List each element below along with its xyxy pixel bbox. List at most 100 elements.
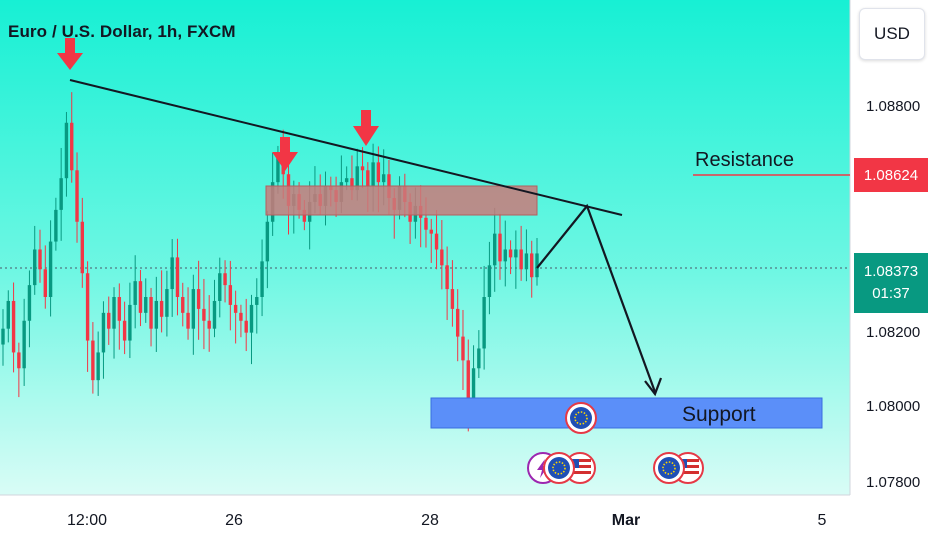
candle-body[interactable] xyxy=(487,265,492,297)
candle-body[interactable] xyxy=(366,170,370,187)
candle-body[interactable] xyxy=(260,261,264,297)
candle-body[interactable] xyxy=(186,312,190,329)
candle-body[interactable] xyxy=(175,257,180,297)
candle-body[interactable] xyxy=(70,122,74,171)
candle-body[interactable] xyxy=(471,368,476,400)
candle-body[interactable] xyxy=(128,304,132,341)
candle-body[interactable] xyxy=(181,297,185,313)
candle-body[interactable] xyxy=(519,249,523,270)
y-tick-label: 1.08000 xyxy=(866,398,921,415)
candle-body[interactable] xyxy=(91,340,95,381)
candle-body[interactable] xyxy=(440,249,444,266)
candle-body[interactable] xyxy=(524,253,529,270)
gridlines xyxy=(0,0,851,496)
candle-body[interactable] xyxy=(434,233,439,250)
candle-body[interactable] xyxy=(101,312,106,353)
candle-body[interactable] xyxy=(350,178,354,191)
chart-title: Euro / U.S. Dollar, 1h, FXCM xyxy=(8,22,236,41)
candle-body[interactable] xyxy=(11,300,16,353)
candle-body[interactable] xyxy=(276,154,280,183)
currency-button[interactable]: USD xyxy=(859,8,925,60)
eur-flag-icon[interactable] xyxy=(543,452,575,484)
projection-path[interactable] xyxy=(536,203,657,393)
down-arrow-icon xyxy=(272,137,298,171)
candle-body[interactable] xyxy=(218,273,222,301)
candle-body[interactable] xyxy=(249,304,254,333)
candle-body[interactable] xyxy=(381,174,386,183)
candle-body[interactable] xyxy=(22,320,26,369)
candle-body[interactable] xyxy=(514,249,518,258)
candle-body[interactable] xyxy=(223,273,227,286)
candle-body[interactable] xyxy=(376,162,381,183)
trendline[interactable] xyxy=(69,79,623,216)
candle-body[interactable] xyxy=(1,328,5,345)
candle-body[interactable] xyxy=(107,312,111,329)
candle-body[interactable] xyxy=(207,320,211,329)
price-axis[interactable] xyxy=(850,0,932,495)
candle-body[interactable] xyxy=(477,348,481,369)
candle-body[interactable] xyxy=(212,300,217,329)
candle-body[interactable] xyxy=(59,178,63,210)
candle-body[interactable] xyxy=(508,249,513,258)
candle-body[interactable] xyxy=(144,297,148,313)
candle-body[interactable] xyxy=(493,233,497,266)
candle-body[interactable] xyxy=(191,289,196,329)
eur-flag-icon[interactable] xyxy=(565,402,597,434)
candle-body[interactable] xyxy=(117,297,122,321)
candle-body[interactable] xyxy=(466,360,470,400)
candle-body[interactable] xyxy=(27,285,32,321)
candle-body[interactable] xyxy=(33,249,37,286)
candle-body[interactable] xyxy=(355,166,359,191)
candle-body[interactable] xyxy=(154,300,159,329)
candle-body[interactable] xyxy=(482,297,486,349)
eur-flag-icon[interactable] xyxy=(653,452,685,484)
candle-body[interactable] xyxy=(344,178,349,183)
candle-body[interactable] xyxy=(265,221,270,262)
candle-body[interactable] xyxy=(429,229,433,234)
candle-body[interactable] xyxy=(202,308,206,321)
candle-body[interactable] xyxy=(244,320,248,333)
candle-body[interactable] xyxy=(165,289,169,317)
candle-body[interactable] xyxy=(530,253,534,278)
time-axis[interactable] xyxy=(0,495,932,550)
candle-body[interactable] xyxy=(38,249,42,270)
candle-body[interactable] xyxy=(43,269,47,297)
candle-body[interactable] xyxy=(239,312,243,321)
candle-body[interactable] xyxy=(371,162,375,187)
candle-body[interactable] xyxy=(138,281,143,313)
candle-body[interactable] xyxy=(112,297,116,329)
candle-body[interactable] xyxy=(149,297,153,329)
candle-body[interactable] xyxy=(6,300,10,329)
candle-body[interactable] xyxy=(96,352,100,381)
candle-body[interactable] xyxy=(228,285,233,305)
candle-body[interactable] xyxy=(455,308,460,337)
candle-body[interactable] xyxy=(80,221,85,274)
candle-body[interactable] xyxy=(64,122,69,179)
candle-body[interactable] xyxy=(54,209,58,242)
candle-body[interactable] xyxy=(170,257,174,290)
candle-body[interactable] xyxy=(159,300,164,317)
candle-body[interactable] xyxy=(233,304,238,313)
candle-body[interactable] xyxy=(85,273,90,341)
candle-body[interactable] xyxy=(498,233,502,262)
candle-body[interactable] xyxy=(255,297,259,305)
candle-body[interactable] xyxy=(196,289,201,309)
candle-body[interactable] xyxy=(445,265,449,290)
candle-body[interactable] xyxy=(503,249,507,262)
candle-body[interactable] xyxy=(535,253,539,278)
candle-body[interactable] xyxy=(450,289,455,309)
y-tick-label: 1.08200 xyxy=(866,324,921,341)
candle-body[interactable] xyxy=(461,336,465,361)
candle-body[interactable] xyxy=(17,352,21,369)
support-zone[interactable] xyxy=(430,397,823,429)
candle-body[interactable] xyxy=(133,281,137,305)
candle-body[interactable] xyxy=(424,217,428,230)
candle-body[interactable] xyxy=(360,166,365,171)
down-arrow-icon xyxy=(57,38,83,70)
candle-body[interactable] xyxy=(122,320,127,341)
candle-body[interactable] xyxy=(302,209,307,222)
x-tick-label: 28 xyxy=(421,512,439,529)
resistance-zone[interactable] xyxy=(265,185,538,216)
candle-body[interactable] xyxy=(48,241,53,297)
candle-body[interactable] xyxy=(75,170,79,222)
